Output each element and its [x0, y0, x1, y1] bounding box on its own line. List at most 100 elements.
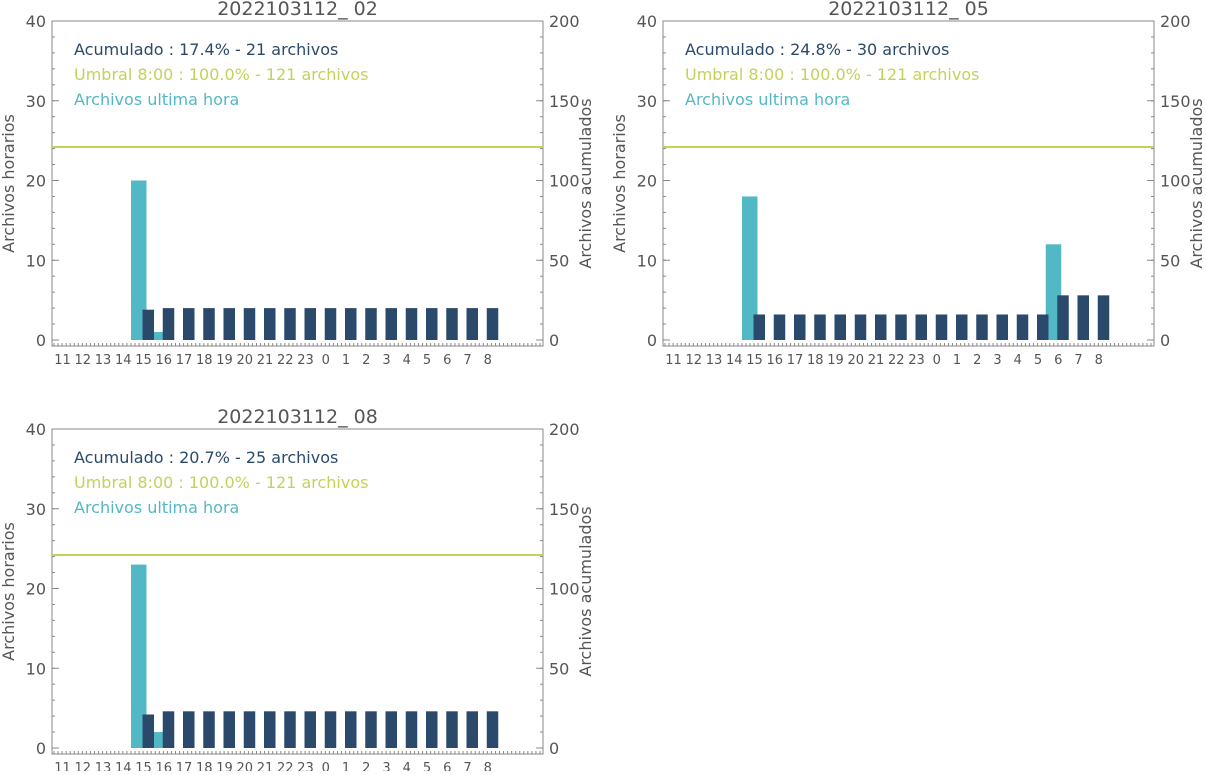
x-tick-label: 14: [115, 761, 132, 771]
left-y-tick-label: 40: [26, 420, 46, 439]
hourly-bar: [131, 564, 147, 748]
x-tick-label: 8: [484, 761, 492, 771]
x-tick-label: 23: [908, 353, 925, 368]
right-y-tick-label: 50: [549, 251, 569, 270]
y-axis-label-left: Archivos horarios: [0, 114, 18, 253]
right-y-tick-label: 0: [549, 331, 559, 350]
x-tick-label: 15: [135, 353, 152, 368]
accumulated-bar: [794, 314, 806, 340]
x-tick-label: 14: [726, 353, 743, 368]
left-y-tick-label: 40: [26, 12, 46, 31]
y-axis-label-left: Archivos horarios: [610, 114, 629, 253]
right-y-tick-label: 150: [1160, 92, 1191, 111]
legend-accumulated: Acumulado : 24.8% - 30 archivos: [685, 40, 949, 59]
x-tick-label: 2: [362, 761, 370, 771]
x-tick-label: 18: [807, 353, 824, 368]
accumulated-bar: [345, 711, 357, 748]
chart-panel-2: 2022103112_ 05010203040050100150200Archi…: [610, 0, 1206, 368]
accumulated-bar: [304, 308, 316, 340]
left-y-tick-label: 30: [637, 92, 657, 111]
left-y-tick-label: 20: [26, 172, 46, 191]
x-tick-label: 15: [746, 353, 763, 368]
accumulated-bar: [426, 308, 438, 340]
right-y-tick-label: 0: [1160, 331, 1170, 350]
x-tick-label: 21: [257, 353, 274, 368]
x-tick-label: 5: [423, 353, 431, 368]
x-tick-label: 23: [297, 761, 314, 771]
x-tick-label: 3: [382, 761, 390, 771]
x-tick-label: 13: [95, 761, 112, 771]
x-tick-label: 6: [1054, 353, 1062, 368]
accumulated-bar: [935, 314, 948, 340]
left-y-tick-label: 10: [26, 659, 46, 678]
x-tick-label: 4: [403, 353, 411, 368]
accumulated-bar: [264, 711, 276, 748]
y-axis-label-left: Archivos horarios: [0, 522, 18, 661]
accumulated-bar: [324, 308, 337, 340]
accumulated-bar: [203, 308, 215, 340]
accumulated-bar: [1097, 295, 1110, 340]
chart-panel-1: 2022103112_ 02010203040050100150200Archi…: [0, 0, 595, 368]
x-tick-label: 22: [888, 353, 905, 368]
accumulated-bar: [486, 308, 499, 340]
x-tick-label: 2: [973, 353, 981, 368]
accumulated-bar: [405, 711, 418, 748]
x-tick-label: 0: [322, 353, 330, 368]
accumulated-bar: [405, 308, 418, 340]
x-tick-label: 16: [155, 353, 172, 368]
accumulated-bar: [956, 314, 968, 340]
chart-title: 2022103112_ 05: [828, 0, 989, 20]
x-tick-label: 0: [933, 353, 941, 368]
right-y-tick-label: 150: [549, 500, 580, 519]
right-y-tick-label: 50: [549, 659, 569, 678]
legend-threshold: Umbral 8:00 : 100.0% - 121 archivos: [74, 473, 368, 492]
accumulated-bar: [996, 314, 1008, 340]
x-tick-label: 5: [423, 761, 431, 771]
right-y-tick-label: 50: [1160, 251, 1180, 270]
accumulated-bar: [243, 711, 256, 748]
x-tick-label: 19: [216, 761, 233, 771]
left-y-tick-label: 10: [26, 251, 46, 270]
x-tick-label: 13: [706, 353, 723, 368]
x-tick-label: 11: [54, 353, 71, 368]
accumulated-bar: [814, 314, 826, 340]
chart-title: 2022103112_ 02: [217, 0, 378, 20]
x-tick-label: 7: [463, 353, 471, 368]
y-axis-label-right: Archivos acumulados: [576, 506, 595, 676]
accumulated-bar: [446, 308, 458, 340]
left-y-tick-label: 0: [36, 331, 46, 350]
legend-hourly: Archivos ultima hora: [685, 90, 850, 109]
accumulated-bar: [466, 308, 478, 340]
accumulated-bar: [365, 711, 377, 748]
x-tick-label: 5: [1034, 353, 1042, 368]
accumulated-bar: [1057, 295, 1069, 340]
accumulated-bar: [142, 714, 154, 748]
x-tick-label: 1: [342, 353, 350, 368]
legend-accumulated: Acumulado : 17.4% - 21 archivos: [74, 40, 338, 59]
accumulated-bar: [875, 314, 887, 340]
x-tick-label: 4: [403, 761, 411, 771]
x-tick-label: 2: [362, 353, 370, 368]
x-tick-label: 15: [135, 761, 152, 771]
x-tick-label: 12: [74, 761, 91, 771]
y-axis-label-right: Archivos acumulados: [576, 98, 595, 268]
right-y-tick-label: 150: [549, 92, 580, 111]
right-y-tick-label: 200: [549, 420, 580, 439]
x-tick-label: 20: [847, 353, 864, 368]
left-y-tick-label: 0: [647, 331, 657, 350]
accumulated-bar: [284, 711, 296, 748]
accumulated-bar: [486, 711, 499, 748]
accumulated-bar: [264, 308, 276, 340]
x-tick-label: 23: [297, 353, 314, 368]
x-tick-label: 8: [1095, 353, 1103, 368]
chart-title: 2022103112_ 08: [217, 406, 378, 428]
chart-panel-3: 2022103112_ 08010203040050100150200Archi…: [0, 406, 595, 775]
accumulated-bar: [446, 711, 458, 748]
accumulated-bar: [915, 314, 927, 340]
accumulated-bar: [223, 711, 235, 748]
x-tick-label: 12: [74, 353, 91, 368]
accumulated-bar: [324, 711, 337, 748]
left-y-tick-label: 20: [637, 172, 657, 191]
x-tick-label: 11: [54, 761, 71, 771]
